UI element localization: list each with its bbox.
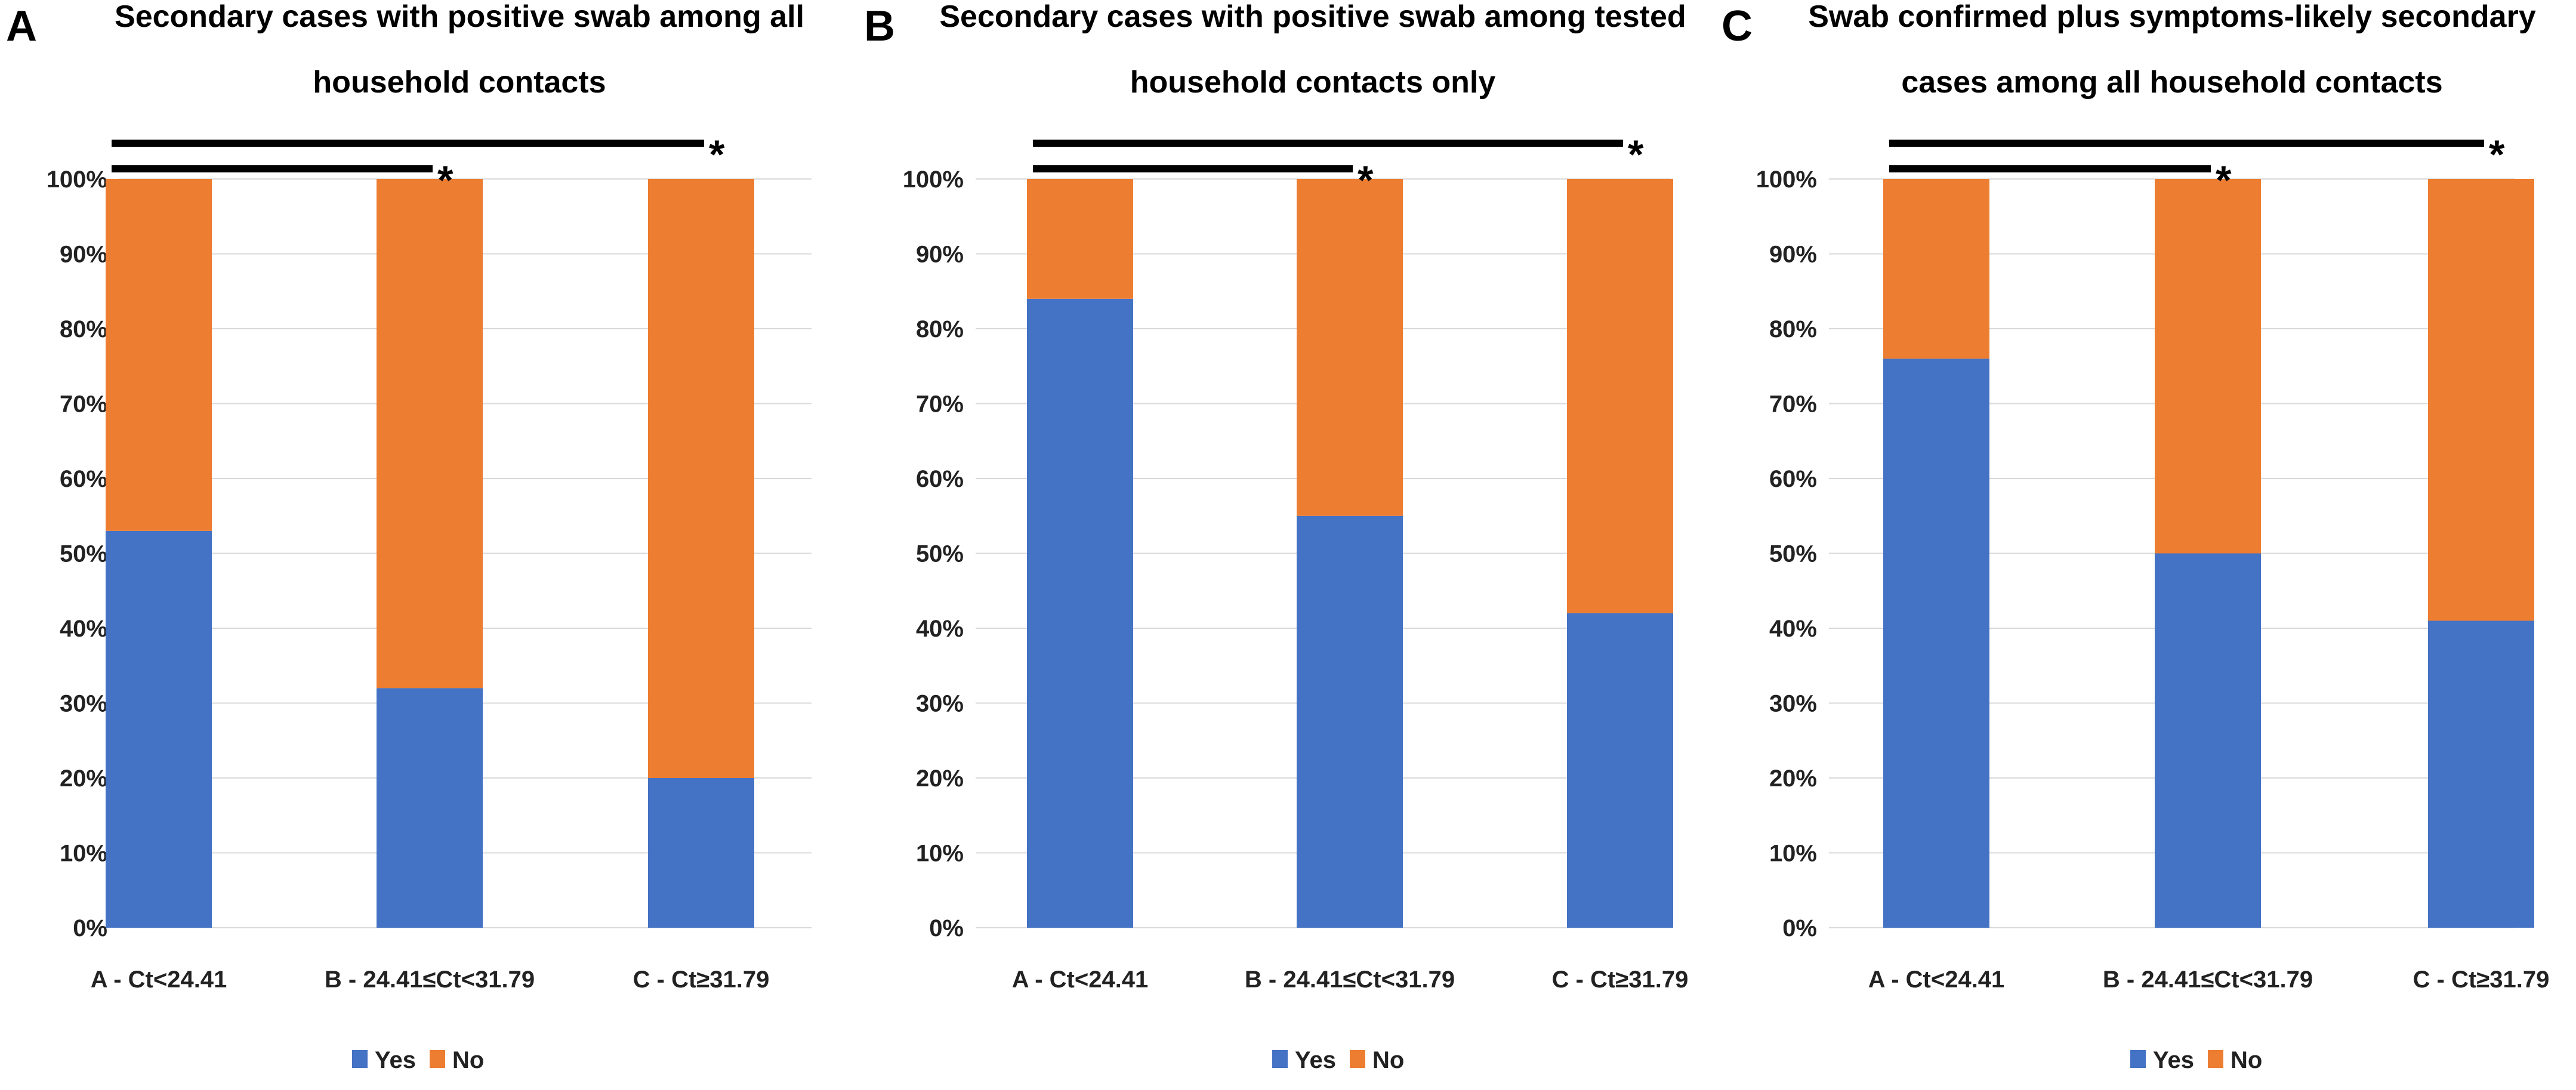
y-tick-label: 40%: [60, 616, 107, 642]
y-tick-label: 10%: [60, 841, 107, 867]
bar-yes-2: [2155, 553, 2261, 928]
bar-no-1: [106, 179, 212, 531]
legend-label-no: No: [1372, 1047, 1404, 1073]
x-tick-label: B - 24.41≤Ct<31.79: [2103, 967, 2313, 993]
y-tick-label: 20%: [1769, 765, 1817, 792]
legend-swatch-yes: [1272, 1050, 1288, 1068]
x-tick-label: A - Ct<24.41: [1012, 967, 1149, 993]
legend-swatch-no: [1350, 1050, 1365, 1068]
bar-yes-1: [1027, 298, 1133, 928]
legend-label-no: No: [2231, 1047, 2262, 1073]
y-tick-label: 40%: [1769, 616, 1817, 642]
y-tick-label: 90%: [60, 242, 107, 268]
legend-swatch-yes: [2130, 1050, 2146, 1068]
y-tick-label: 10%: [1769, 841, 1817, 867]
y-tick-label: 60%: [916, 466, 964, 492]
y-tick-label: 90%: [916, 242, 964, 268]
chart-panel-c: C Swab confirmed plus symptoms-likely sec…: [1722, 0, 2549, 1073]
significance-star: *: [1628, 132, 1644, 177]
chart-panel-a: A Secondary cases with positive swab amon…: [6, 0, 812, 1073]
y-tick-label: 50%: [916, 541, 964, 567]
y-tick-label: 100%: [47, 166, 107, 193]
y-tick-label: 80%: [916, 316, 964, 342]
y-tick-label: 60%: [60, 466, 107, 492]
y-tick-label: 20%: [60, 765, 107, 792]
bar-yes-1: [1883, 359, 1989, 928]
y-tick-label: 30%: [916, 691, 964, 717]
significance-star: *: [709, 132, 725, 177]
significance-star: *: [1358, 158, 1374, 203]
x-tick-label: A - Ct<24.41: [1868, 967, 2005, 993]
legend-swatch-no: [430, 1050, 445, 1068]
y-tick-label: 40%: [916, 616, 964, 642]
x-tick-label: C - Ct≥31.79: [633, 967, 770, 993]
x-tick-label: C - Ct≥31.79: [1552, 967, 1689, 993]
chart-title-line: Swab confirmed plus symptoms-likely seco…: [1808, 0, 2536, 34]
y-tick-label: 30%: [1769, 691, 1817, 717]
y-tick-label: 30%: [60, 691, 107, 717]
significance-star: *: [2216, 158, 2232, 203]
y-tick-label: 80%: [60, 316, 107, 342]
bar-yes-2: [1297, 515, 1403, 928]
legend-swatch-no: [2208, 1050, 2223, 1068]
bar-no-2: [377, 179, 483, 688]
bar-no-3: [1567, 179, 1673, 613]
significance-star: *: [2489, 132, 2505, 177]
panel-letter: B: [864, 2, 895, 50]
chart-title-line: Secondary cases with positive swab among…: [939, 0, 1686, 34]
legend-label-no: No: [452, 1047, 484, 1073]
bar-yes-1: [106, 530, 212, 928]
y-tick-label: 80%: [1769, 316, 1817, 342]
y-tick-label: 0%: [929, 915, 964, 941]
x-tick-label: A - Ct<24.41: [91, 967, 227, 993]
y-tick-label: 0%: [73, 915, 107, 941]
bar-yes-3: [648, 778, 754, 928]
chart-title-line: household contacts only: [1130, 65, 1496, 100]
y-tick-label: 90%: [1769, 242, 1817, 268]
chart-title-line: Secondary cases with positive swab among…: [115, 0, 804, 34]
panel-letter: C: [1722, 2, 1753, 50]
bar-no-2: [2155, 179, 2261, 554]
y-tick-label: 60%: [1769, 466, 1817, 492]
x-tick-label: B - 24.41≤Ct<31.79: [1245, 967, 1455, 993]
x-tick-label: C - Ct≥31.79: [2413, 967, 2550, 993]
y-tick-label: 70%: [60, 391, 107, 418]
legend-label-yes: Yes: [375, 1047, 416, 1073]
bar-no-1: [1027, 179, 1133, 299]
significance-star: *: [437, 158, 454, 203]
y-tick-label: 100%: [1756, 166, 1817, 193]
y-tick-label: 50%: [60, 541, 107, 567]
bar-no-3: [2428, 179, 2534, 621]
x-tick-label: B - 24.41≤Ct<31.79: [325, 967, 535, 993]
legend-label-yes: Yes: [1295, 1047, 1336, 1073]
y-tick-label: 70%: [1769, 391, 1817, 418]
bar-yes-3: [2428, 620, 2534, 928]
panel-letter: A: [6, 2, 37, 50]
bar-yes-2: [377, 688, 483, 928]
bar-no-2: [1297, 179, 1403, 516]
legend-swatch-yes: [352, 1050, 368, 1068]
y-tick-label: 100%: [903, 166, 964, 193]
bar-no-3: [648, 179, 754, 778]
legend-label-yes: Yes: [2153, 1047, 2194, 1073]
y-tick-label: 50%: [1769, 541, 1817, 567]
y-tick-label: 20%: [916, 765, 964, 792]
chart-title-line: household contacts: [313, 65, 606, 100]
chart-panel-b: B Secondary cases with positive swab amon…: [864, 0, 1688, 1073]
y-tick-label: 0%: [1782, 915, 1817, 941]
chart-title-line: cases among all household contacts: [1901, 65, 2442, 100]
bar-yes-3: [1567, 613, 1673, 928]
y-tick-label: 70%: [916, 391, 964, 418]
y-tick-label: 10%: [916, 841, 964, 867]
bar-no-1: [1883, 179, 1989, 359]
